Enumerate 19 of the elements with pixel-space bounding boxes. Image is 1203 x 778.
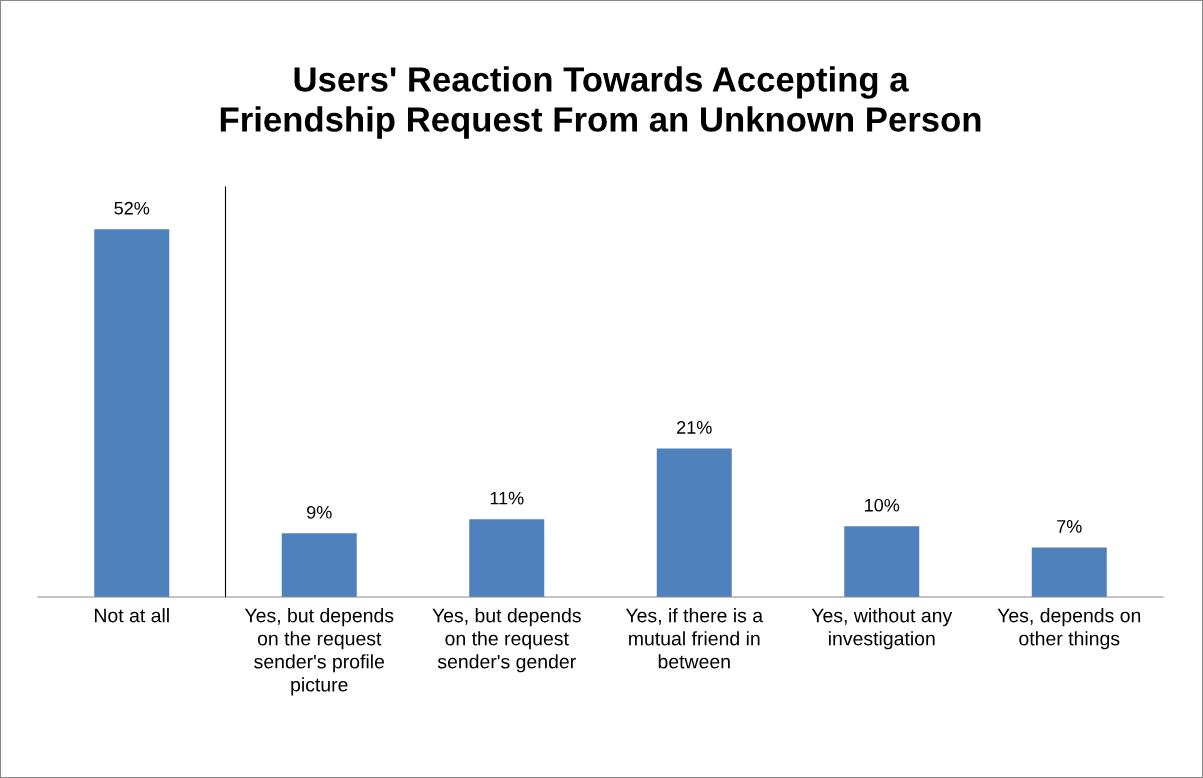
- data-label: 9%: [307, 505, 332, 519]
- x-tick-label: Yes, without any investigation: [811, 608, 953, 650]
- x-tick-label: Yes, if there is a mutual friend in between: [625, 608, 764, 669]
- bar: [281, 533, 357, 597]
- bar: [94, 229, 170, 597]
- x-tick-label: Yes, but depends on the request sender's gender: [432, 608, 581, 673]
- bar: [469, 519, 545, 597]
- bar: [1031, 547, 1107, 597]
- x-tick-label: Yes, but depends on the request sender's profile picture: [244, 608, 394, 696]
- data-label: 11%: [490, 491, 524, 505]
- x-tick-label: Not at all: [94, 608, 169, 623]
- data-label: 52%: [114, 201, 150, 215]
- bar: [844, 526, 920, 597]
- data-label: 10%: [865, 498, 900, 512]
- data-label: 7%: [1057, 520, 1082, 533]
- chart-title: Users' Reaction Towards Accepting a Friendship Request From an Unknown Person: [220, 66, 981, 139]
- x-tick-label: Yes, depends on other things: [997, 608, 1141, 650]
- data-label: 21%: [677, 421, 712, 434]
- bar: [656, 448, 732, 597]
